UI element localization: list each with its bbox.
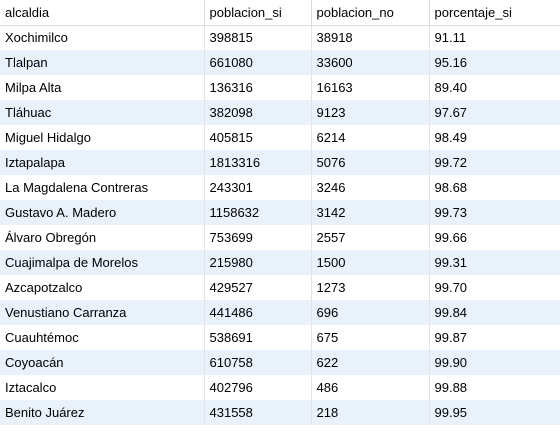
table-body: Xochimilco 398815 38918 91.11 Tlalpan 661080 3… — [0, 25, 560, 425]
table-row[interactable]: Venustiano Carranza 441486 696 99.84 — [0, 300, 560, 325]
cell-poblacion-si[interactable]: 610758 — [204, 350, 312, 375]
cell-alcaldia[interactable]: Álvaro Obregón — [0, 225, 205, 250]
cell-poblacion-no[interactable]: 1273 — [311, 275, 430, 300]
cell-poblacion-no[interactable]: 486 — [311, 375, 430, 400]
cell-poblacion-si[interactable]: 382098 — [204, 100, 312, 125]
cell-porcentaje-si[interactable]: 99.73 — [429, 200, 560, 225]
cell-porcentaje-si[interactable]: 98.68 — [429, 175, 560, 200]
cell-poblacion-no[interactable]: 9123 — [311, 100, 430, 125]
cell-poblacion-no[interactable]: 3246 — [311, 175, 430, 200]
cell-alcaldia[interactable]: Miguel Hidalgo — [0, 125, 205, 150]
cell-poblacion-no[interactable]: 33600 — [311, 50, 430, 75]
cell-alcaldia[interactable]: Tlalpan — [0, 50, 205, 75]
table-row[interactable]: Iztacalco 402796 486 99.88 — [0, 375, 560, 400]
cell-poblacion-si[interactable]: 402796 — [204, 375, 312, 400]
cell-poblacion-si[interactable]: 136316 — [204, 75, 312, 100]
cell-poblacion-no[interactable]: 622 — [311, 350, 430, 375]
cell-poblacion-si[interactable]: 1813316 — [204, 150, 312, 175]
cell-poblacion-si[interactable]: 1158632 — [204, 200, 312, 225]
cell-poblacion-no[interactable]: 696 — [311, 300, 430, 325]
cell-poblacion-si[interactable]: 753699 — [204, 225, 312, 250]
cell-poblacion-no[interactable]: 2557 — [311, 225, 430, 250]
cell-poblacion-si[interactable]: 398815 — [204, 25, 312, 50]
cell-poblacion-si[interactable]: 538691 — [204, 325, 312, 350]
cell-poblacion-no[interactable]: 16163 — [311, 75, 430, 100]
cell-poblacion-no[interactable]: 6214 — [311, 125, 430, 150]
cell-porcentaje-si[interactable]: 95.16 — [429, 50, 560, 75]
table-row[interactable]: Coyoacán 610758 622 99.90 — [0, 350, 560, 375]
cell-poblacion-si[interactable]: 429527 — [204, 275, 312, 300]
cell-alcaldia[interactable]: Benito Juárez — [0, 400, 205, 425]
column-header-alcaldia[interactable]: alcaldia — [0, 0, 205, 26]
cell-poblacion-si[interactable]: 661080 — [204, 50, 312, 75]
cell-porcentaje-si[interactable]: 99.95 — [429, 400, 560, 425]
column-header-porcentaje-si[interactable]: porcentaje_si — [429, 0, 560, 26]
table-row[interactable]: Milpa Alta 136316 16163 89.40 — [0, 75, 560, 100]
cell-alcaldia[interactable]: Venustiano Carranza — [0, 300, 205, 325]
cell-porcentaje-si[interactable]: 99.31 — [429, 250, 560, 275]
cell-porcentaje-si[interactable]: 91.11 — [429, 25, 560, 50]
table-row[interactable]: Benito Juárez 431558 218 99.95 — [0, 400, 560, 425]
table-header: alcaldia poblacion_si poblacion_no porce… — [0, 0, 560, 26]
cell-porcentaje-si[interactable]: 99.90 — [429, 350, 560, 375]
cell-alcaldia[interactable]: Gustavo A. Madero — [0, 200, 205, 225]
table-row[interactable]: Cuauhtémoc 538691 675 99.87 — [0, 325, 560, 350]
cell-alcaldia[interactable]: Tláhuac — [0, 100, 205, 125]
cell-poblacion-no[interactable]: 3142 — [311, 200, 430, 225]
cell-alcaldia[interactable]: Milpa Alta — [0, 75, 205, 100]
cell-porcentaje-si[interactable]: 99.72 — [429, 150, 560, 175]
cell-alcaldia[interactable]: La Magdalena Contreras — [0, 175, 205, 200]
table-row[interactable]: Azcapotzalco 429527 1273 99.70 — [0, 275, 560, 300]
cell-alcaldia[interactable]: Coyoacán — [0, 350, 205, 375]
table-row[interactable]: Iztapalapa 1813316 5076 99.72 — [0, 150, 560, 175]
cell-poblacion-no[interactable]: 218 — [311, 400, 430, 425]
cell-alcaldia[interactable]: Cuauhtémoc — [0, 325, 205, 350]
cell-porcentaje-si[interactable]: 99.88 — [429, 375, 560, 400]
result-table: alcaldia poblacion_si poblacion_no porce… — [0, 0, 560, 425]
cell-poblacion-si[interactable]: 243301 — [204, 175, 312, 200]
cell-porcentaje-si[interactable]: 98.49 — [429, 125, 560, 150]
header-row: alcaldia poblacion_si poblacion_no porce… — [0, 0, 560, 26]
cell-poblacion-no[interactable]: 1500 — [311, 250, 430, 275]
table-row[interactable]: Miguel Hidalgo 405815 6214 98.49 — [0, 125, 560, 150]
cell-alcaldia[interactable]: Cuajimalpa de Morelos — [0, 250, 205, 275]
cell-poblacion-si[interactable]: 441486 — [204, 300, 312, 325]
column-header-poblacion-si[interactable]: poblacion_si — [204, 0, 312, 26]
cell-porcentaje-si[interactable]: 99.66 — [429, 225, 560, 250]
cell-porcentaje-si[interactable]: 97.67 — [429, 100, 560, 125]
cell-alcaldia[interactable]: Iztapalapa — [0, 150, 205, 175]
table-row[interactable]: Tláhuac 382098 9123 97.67 — [0, 100, 560, 125]
cell-alcaldia[interactable]: Iztacalco — [0, 375, 205, 400]
table-row[interactable]: Tlalpan 661080 33600 95.16 — [0, 50, 560, 75]
cell-porcentaje-si[interactable]: 99.87 — [429, 325, 560, 350]
cell-poblacion-no[interactable]: 5076 — [311, 150, 430, 175]
cell-poblacion-si[interactable]: 215980 — [204, 250, 312, 275]
column-header-poblacion-no[interactable]: poblacion_no — [311, 0, 430, 26]
cell-poblacion-si[interactable]: 405815 — [204, 125, 312, 150]
table-row[interactable]: Xochimilco 398815 38918 91.11 — [0, 25, 560, 50]
cell-porcentaje-si[interactable]: 89.40 — [429, 75, 560, 100]
cell-alcaldia[interactable]: Azcapotzalco — [0, 275, 205, 300]
table-row[interactable]: La Magdalena Contreras 243301 3246 98.68 — [0, 175, 560, 200]
cell-porcentaje-si[interactable]: 99.84 — [429, 300, 560, 325]
table-row[interactable]: Gustavo A. Madero 1158632 3142 99.73 — [0, 200, 560, 225]
table-row[interactable]: Álvaro Obregón 753699 2557 99.66 — [0, 225, 560, 250]
cell-poblacion-no[interactable]: 38918 — [311, 25, 430, 50]
cell-poblacion-si[interactable]: 431558 — [204, 400, 312, 425]
cell-porcentaje-si[interactable]: 99.70 — [429, 275, 560, 300]
cell-alcaldia[interactable]: Xochimilco — [0, 25, 205, 50]
cell-poblacion-no[interactable]: 675 — [311, 325, 430, 350]
table-row[interactable]: Cuajimalpa de Morelos 215980 1500 99.31 — [0, 250, 560, 275]
